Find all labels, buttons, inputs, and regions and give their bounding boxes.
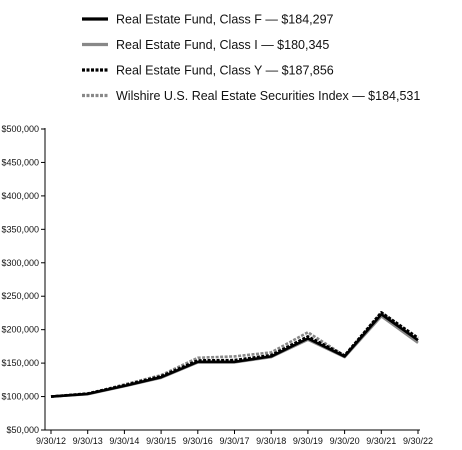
x-tick-label: 9/30/21 xyxy=(366,436,396,446)
x-tick-label: 9/30/17 xyxy=(219,436,249,446)
x-tick-label: 9/30/13 xyxy=(73,436,103,446)
y-tick-label: $100,000 xyxy=(1,392,39,402)
y-tick-label: $300,000 xyxy=(1,258,39,268)
y-tick-label: $400,000 xyxy=(1,191,39,201)
x-tick-label: 9/30/14 xyxy=(109,436,139,446)
series-line xyxy=(50,312,419,398)
y-tick-label: $200,000 xyxy=(1,325,39,335)
x-tick-label: 9/30/19 xyxy=(293,436,323,446)
legend: Real Estate Fund, Class F — $184,297 Real… xyxy=(82,13,420,103)
y-tick-label: $50,000 xyxy=(6,425,39,435)
legend-label: Real Estate Fund, Class F — $184,297 xyxy=(116,13,334,27)
series-line xyxy=(50,311,419,398)
y-tick-label: $450,000 xyxy=(1,157,39,167)
plot-area xyxy=(50,310,419,398)
y-axis: $50,000 $100,000 $150,000 $200,000 $250,000 $… xyxy=(1,124,46,435)
y-tick-label: $150,000 xyxy=(1,358,39,368)
x-tick-label: 9/30/18 xyxy=(256,436,286,446)
legend-label: Real Estate Fund, Class Y — $187,856 xyxy=(116,64,334,78)
x-tick-label: 9/30/20 xyxy=(330,436,360,446)
y-tick-label: $350,000 xyxy=(1,224,39,234)
series-line xyxy=(50,310,419,398)
x-tick-label: 9/30/15 xyxy=(146,436,176,446)
y-tick-label: $500,000 xyxy=(1,124,39,134)
x-tick-label: 9/30/22 xyxy=(403,436,433,446)
x-tick-label: 9/30/12 xyxy=(36,436,66,446)
x-axis: 9/30/12 9/30/13 9/30/14 9/30/15 9/30/16 9/30/… xyxy=(36,429,433,446)
legend-label: Real Estate Fund, Class I — $180,345 xyxy=(116,38,329,52)
legend-label: Wilshire U.S. Real Estate Securities Ind… xyxy=(116,89,420,103)
y-tick-label: $250,000 xyxy=(1,291,39,301)
x-tick-label: 9/30/16 xyxy=(183,436,213,446)
